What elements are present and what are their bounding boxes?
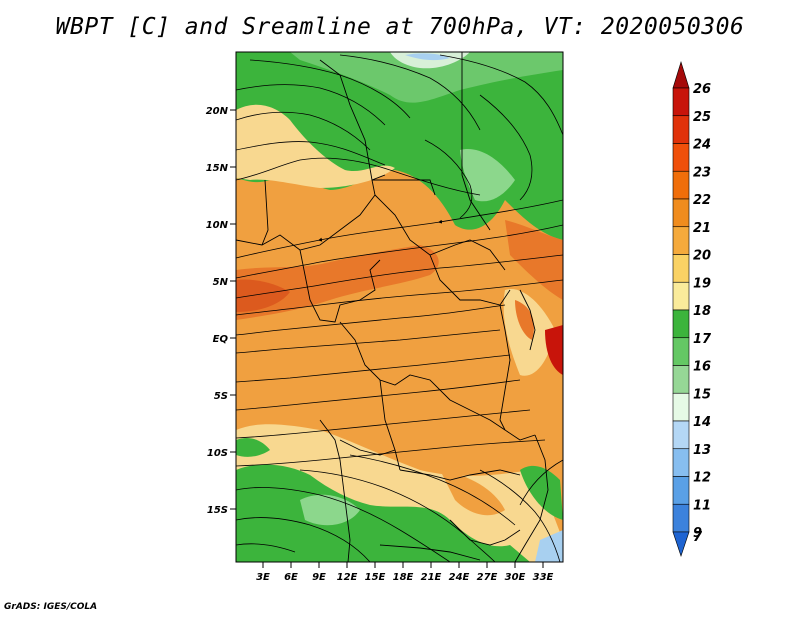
field-green-south (236, 464, 530, 562)
colorbar-label: 12 (693, 471, 711, 486)
lon-label-24e: 24E (449, 572, 470, 583)
colorbar-label: 13 (693, 443, 711, 458)
colorbar-label: 26 (693, 82, 711, 97)
colorbar-label: 19 (693, 276, 711, 291)
colorbar-label: 21 (693, 221, 711, 236)
field-green-sw (236, 438, 270, 457)
field-blue-se (535, 530, 563, 562)
colorbar-label: 14 (693, 415, 711, 430)
lon-label-3e: 3E (256, 572, 270, 583)
lat-label-15s: 15S (207, 505, 228, 516)
colorbar-segment (672, 392, 690, 422)
lat-axis: 20N 15N 10N 5N EQ 5S 10S 15S (206, 106, 236, 516)
colorbar-segment (672, 87, 690, 117)
colorbar-segment (672, 226, 690, 255)
plot-frame (235, 51, 564, 563)
map-field (236, 52, 563, 562)
colorbar-top-arrow (672, 60, 690, 89)
lon-label-33e: 33E (533, 572, 554, 583)
colorbar: 26 25 24 23 22 21 20 19 18 17 16 15 14 13 12 11 97 (672, 60, 712, 557)
colorbar-segment (672, 281, 690, 311)
country-borders (236, 52, 549, 562)
field-green-se (520, 465, 563, 520)
field-orange-lake (515, 300, 535, 340)
credit-label: GrADS: IGES/COLA (4, 602, 98, 612)
colorbar-segment (672, 365, 690, 394)
lat-label-5s: 5S (214, 391, 228, 402)
colorbar-segment (672, 476, 690, 505)
lon-label-30e: 30E (505, 572, 526, 583)
colorbar-segment (672, 170, 690, 200)
colorbar-label: 25 (693, 110, 711, 125)
lat-label-10s: 10S (207, 448, 228, 459)
colorbar-segment (672, 503, 690, 533)
lat-label-5n: 5N (213, 277, 229, 288)
colorbar-label: 17 (693, 332, 712, 347)
lon-axis: 3E 6E 9E 12E 15E 18E 21E 24E 27E 30E 33E (256, 562, 554, 583)
colorbar-segment (672, 198, 690, 228)
lon-label-21e: 21E (421, 572, 442, 583)
lon-label-12e: 12E (337, 572, 358, 583)
colorbar-label: 9 (693, 526, 702, 541)
colorbar-label: 23 (693, 165, 711, 180)
colorbar-segment (672, 143, 690, 172)
colorbar-label: 18 (693, 304, 711, 319)
colorbar-segment (672, 309, 690, 339)
chart-title: WBPT [C] and Sreamline at 700hPa, VT: 20… (55, 14, 745, 40)
colorbar-bottom-arrow (672, 531, 690, 557)
lat-label-20n: 20N (206, 106, 229, 117)
colorbar-label: 22 (693, 193, 711, 208)
field-orange-south (440, 470, 505, 516)
field-red-west (236, 279, 290, 312)
colorbar-label: 15 (693, 387, 711, 402)
colorbar-segment (672, 115, 690, 144)
colorbar-label: 11 (693, 498, 711, 513)
field-lightgreen-ne (460, 149, 515, 202)
lat-label-10n: 10N (206, 220, 229, 231)
colorbar-segment (672, 337, 690, 366)
colorbar-label: 16 (693, 360, 711, 375)
lon-label-9e: 9E (312, 572, 326, 583)
field-deeporange-west (236, 245, 439, 320)
colorbar-label: 20 (693, 249, 711, 264)
colorbar-label: 7 (693, 530, 703, 545)
colorbar-segment (672, 420, 690, 450)
field-blue-north (405, 53, 450, 61)
field-lightgreen-north (290, 52, 563, 103)
colorbar-segment (672, 254, 690, 283)
lon-label-6e: 6E (284, 572, 298, 583)
colorbar-label: 24 (693, 138, 711, 153)
field-tan-northwest (236, 104, 395, 188)
lon-label-18e: 18E (393, 572, 414, 583)
colorbar-segment (672, 448, 690, 477)
field-red-east (545, 325, 563, 375)
lat-label-eq: EQ (213, 334, 229, 345)
lon-label-27e: 27E (477, 572, 498, 583)
lat-label-15n: 15N (206, 163, 229, 174)
field-deeporange-ne (505, 220, 563, 300)
lon-label-15e: 15E (365, 572, 386, 583)
